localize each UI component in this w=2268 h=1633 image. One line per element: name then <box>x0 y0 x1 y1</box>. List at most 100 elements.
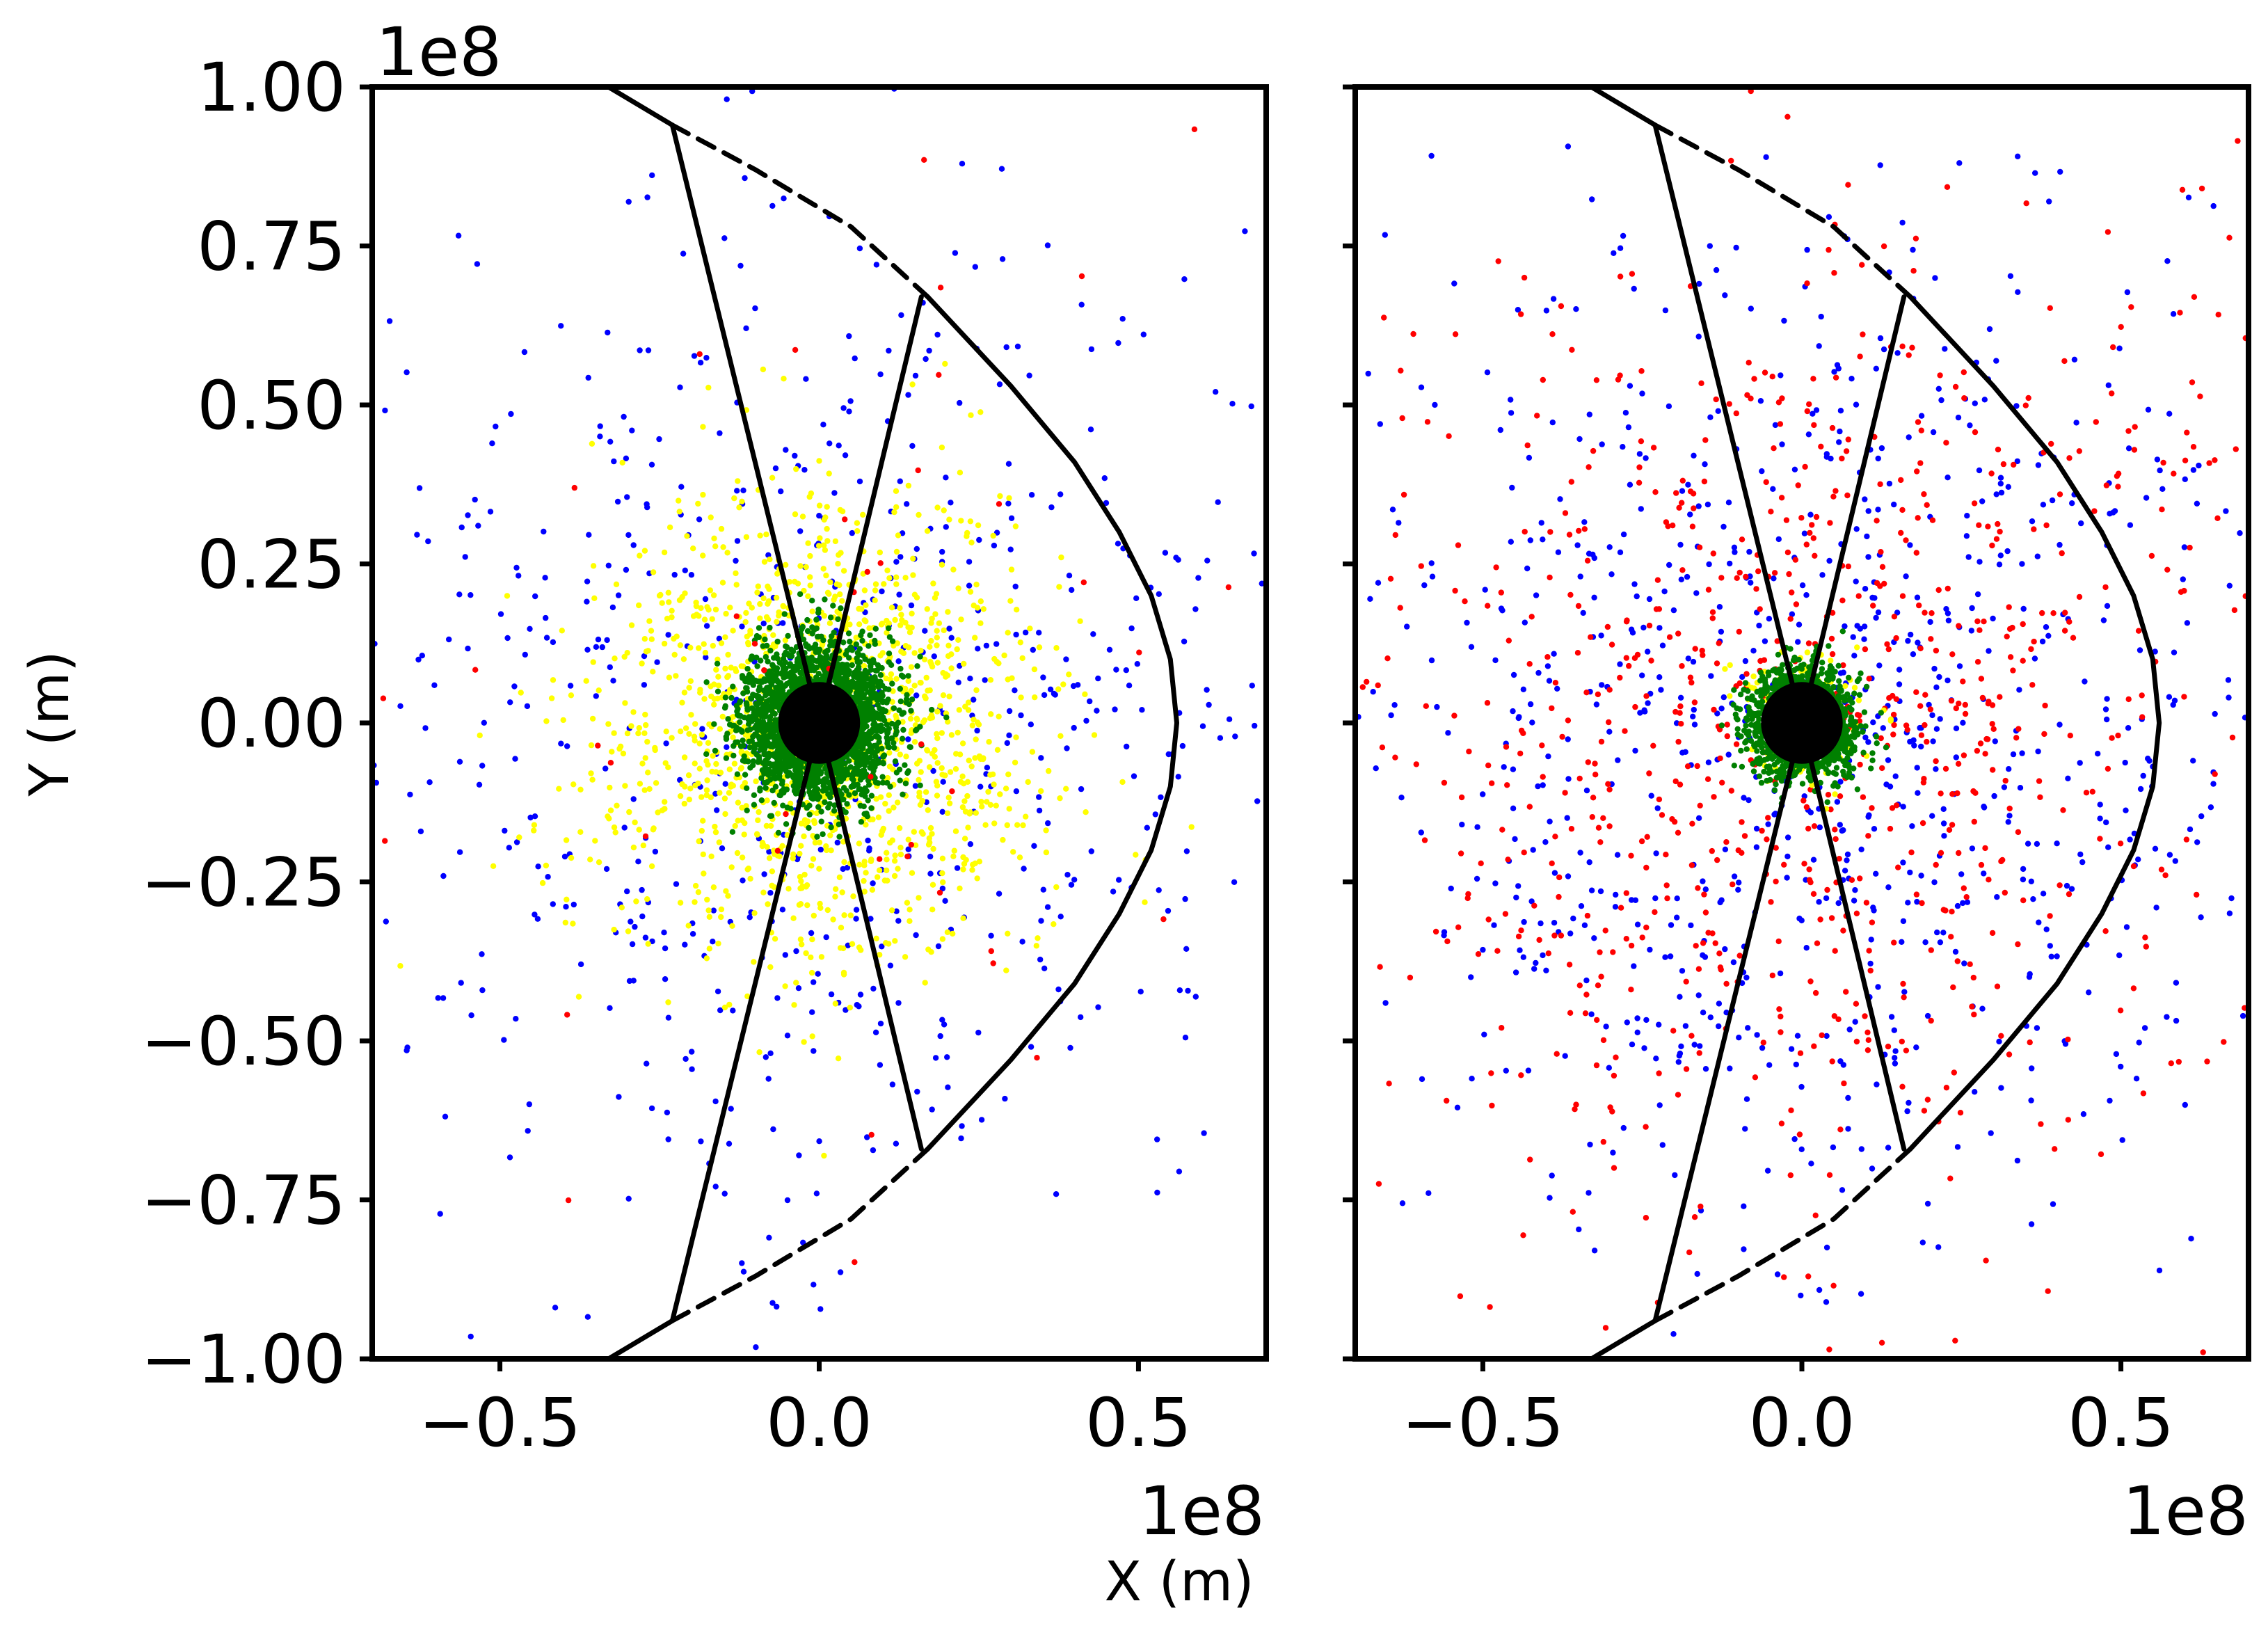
data-point <box>769 741 776 747</box>
data-point <box>1006 495 1012 501</box>
data-point <box>648 1105 655 1112</box>
data-point <box>1003 344 1009 351</box>
data-point <box>744 807 750 814</box>
data-point <box>897 751 904 758</box>
data-point <box>913 692 920 699</box>
data-point <box>1115 340 1121 346</box>
data-point <box>973 687 980 694</box>
data-point <box>599 644 605 651</box>
data-point <box>1522 619 1528 626</box>
data-point <box>628 723 634 729</box>
data-point <box>883 675 890 682</box>
data-point <box>878 728 884 735</box>
data-point <box>816 458 822 464</box>
data-point <box>928 949 934 955</box>
data-point <box>872 587 879 594</box>
data-point <box>797 874 804 880</box>
data-point <box>842 651 849 658</box>
data-point <box>856 621 863 628</box>
data-point <box>735 799 742 806</box>
data-point <box>751 709 758 716</box>
data-point <box>964 779 971 786</box>
data-point <box>722 634 728 640</box>
data-point <box>734 739 741 745</box>
data-point <box>661 930 667 936</box>
data-point <box>1480 791 1486 797</box>
data-point <box>1154 1189 1160 1196</box>
data-point <box>1199 723 1206 729</box>
data-point <box>889 638 896 644</box>
data-point <box>597 423 603 429</box>
data-point <box>714 656 721 662</box>
data-point <box>790 915 797 921</box>
data-point <box>382 407 388 414</box>
data-point <box>1972 1089 1978 1095</box>
data-point <box>665 764 671 771</box>
data-point <box>939 855 946 862</box>
data-point <box>781 196 787 202</box>
data-point <box>870 1147 877 1154</box>
data-point <box>1746 797 1752 804</box>
data-point <box>913 932 919 939</box>
data-point <box>767 668 773 674</box>
data-point <box>644 738 650 745</box>
data-point <box>1754 1032 1760 1038</box>
data-point <box>706 914 712 921</box>
data-point <box>872 779 879 786</box>
sector-line <box>669 720 822 1323</box>
data-point <box>1077 618 1083 624</box>
data-point <box>630 542 637 548</box>
data-point <box>1862 496 1868 502</box>
data-point <box>740 742 746 749</box>
y-tick-label: −0.50 <box>141 1003 346 1081</box>
data-point <box>1877 162 1883 168</box>
data-point <box>1259 580 1265 587</box>
data-point <box>903 754 909 760</box>
data-point <box>1944 610 1951 616</box>
data-point <box>923 789 929 795</box>
data-point <box>965 825 971 831</box>
data-point <box>921 157 927 163</box>
data-point <box>712 1184 719 1190</box>
data-point <box>1586 411 1592 417</box>
data-point <box>807 773 814 779</box>
data-point <box>1998 1085 2004 1091</box>
data-point <box>2123 807 2129 813</box>
data-point <box>589 715 596 722</box>
data-point <box>1182 1035 1189 1041</box>
data-point <box>955 679 961 685</box>
data-point <box>929 615 935 622</box>
data-point <box>775 767 782 774</box>
data-point <box>1533 959 1539 966</box>
data-point <box>783 644 790 651</box>
data-point <box>1608 571 1615 577</box>
data-point <box>1038 788 1044 795</box>
data-point <box>532 593 538 600</box>
data-point <box>666 599 672 605</box>
data-point <box>487 509 494 515</box>
data-point <box>904 501 910 507</box>
data-point <box>965 699 972 706</box>
data-point <box>863 870 869 876</box>
data-point <box>879 943 885 950</box>
data-point <box>703 792 710 799</box>
data-point <box>567 683 574 689</box>
data-point <box>991 781 997 788</box>
data-point <box>841 859 847 866</box>
data-point <box>497 611 504 617</box>
data-point <box>942 360 948 367</box>
data-point <box>1083 717 1089 724</box>
data-point <box>821 662 827 668</box>
data-point <box>1770 486 1776 492</box>
data-point <box>950 566 957 573</box>
data-point <box>988 711 994 717</box>
data-point <box>924 528 931 534</box>
data-point <box>918 829 925 836</box>
data-point <box>1675 1059 1682 1065</box>
data-point <box>1702 1066 1709 1072</box>
data-point <box>1043 849 1050 856</box>
data-point <box>852 790 859 797</box>
data-point <box>1937 939 1944 946</box>
data-point <box>687 786 694 792</box>
data-point <box>2226 694 2232 701</box>
